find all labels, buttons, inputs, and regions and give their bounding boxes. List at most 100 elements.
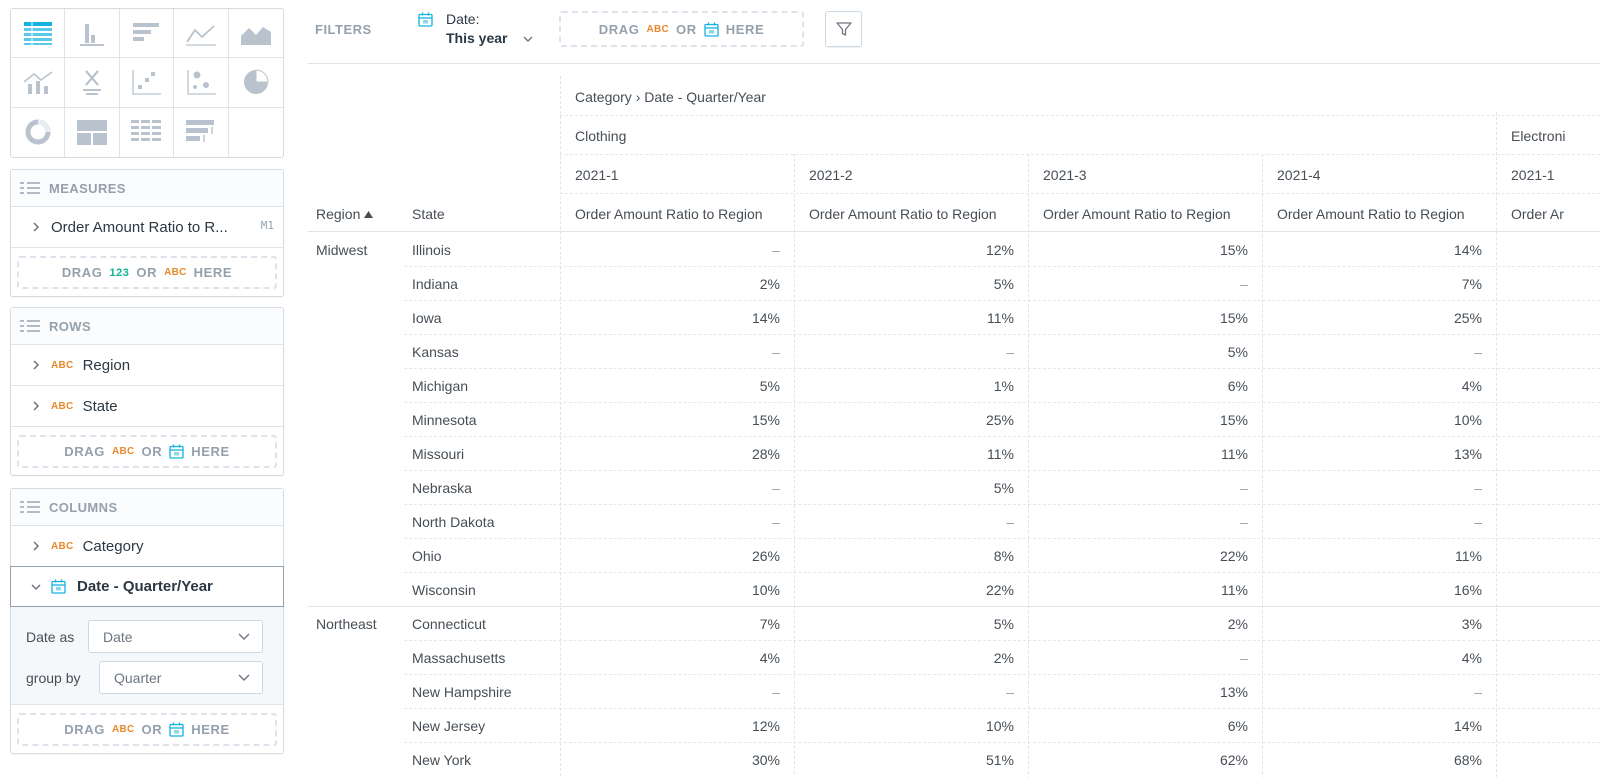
numeric-type-icon: 123 [109, 266, 130, 279]
viz-option-heatmap[interactable] [120, 107, 175, 157]
row-divider [404, 436, 1600, 437]
date-as-select[interactable]: Date [88, 620, 263, 653]
value-cell: 7% [1461, 276, 1482, 292]
drop-here-text: HERE [191, 444, 230, 459]
measure-badge: M1 [260, 219, 274, 232]
viz-option-column-chart[interactable] [65, 9, 120, 59]
group-by-select[interactable]: Quarter [99, 661, 263, 694]
viz-option-empty [229, 108, 283, 157]
drop-or-text: OR [141, 444, 163, 459]
state-cell: Missouri [412, 446, 465, 462]
drop-or-text: OR [141, 722, 163, 737]
column-item-category[interactable]: ABC Category [11, 526, 283, 567]
state-cell: Indiana [412, 276, 458, 292]
attribute-type-icon: ABC [51, 540, 74, 552]
row-divider [404, 504, 1600, 505]
value-cell: 5% [993, 480, 1014, 496]
area-chart-icon [240, 27, 271, 46]
chevron-right-icon[interactable] [31, 360, 41, 370]
measure-item[interactable]: Order Amount Ratio to R... M1 [11, 207, 283, 248]
viz-option-scatter-plot[interactable] [119, 58, 175, 108]
chevron-down-icon[interactable] [31, 582, 41, 592]
row-item-label: Region [82, 356, 131, 374]
date-filter-title: Date: [446, 11, 480, 27]
value-cell: 22% [1219, 548, 1248, 564]
region-column-header[interactable]: Region [316, 206, 374, 222]
pie-chart-icon [243, 69, 269, 95]
viz-option-bullet-chart[interactable] [174, 107, 229, 157]
value-cell: – [1006, 344, 1014, 360]
group-by-row: group by Quarter [26, 657, 268, 698]
row-divider [404, 674, 1600, 675]
value-cell: 12% [985, 242, 1014, 258]
quarter-header: 2021-1 [1511, 167, 1555, 183]
category-header: Electroni [1511, 128, 1566, 144]
column-path-header: Category › Date - Quarter/Year [575, 89, 766, 105]
value-cell: – [1474, 684, 1482, 700]
filter-options-button[interactable] [825, 11, 862, 47]
attribute-type-icon: ABC [51, 359, 74, 371]
value-cell: 25% [985, 412, 1014, 428]
viz-option-treemap[interactable] [65, 107, 120, 157]
column-divider [1496, 112, 1497, 777]
viz-option-line-chart[interactable] [174, 9, 229, 59]
row-item-region[interactable]: ABC Region [11, 345, 283, 386]
state-cell: New York [412, 752, 472, 768]
heatmap-icon [131, 120, 162, 142]
rows-drop-zone[interactable]: DRAG ABC OR HERE [17, 435, 277, 468]
row-item-label: State [82, 397, 118, 415]
value-cell: – [1240, 514, 1248, 530]
row-item-state[interactable]: ABC State [11, 386, 283, 427]
chevron-right-icon[interactable] [31, 541, 41, 551]
value-cell: 14% [1453, 718, 1482, 734]
quarter-header: 2021-4 [1277, 167, 1321, 183]
drop-drag-text: DRAG [598, 21, 640, 37]
headline-icon [83, 70, 102, 96]
calendar-icon [169, 722, 184, 737]
columns-drop-zone[interactable]: DRAG ABC OR HERE [17, 713, 277, 746]
value-cell: 30% [751, 752, 780, 768]
date-filter-value: This year [446, 30, 508, 46]
category-header: Clothing [575, 128, 627, 144]
measure-header: Order Amount Ratio to Region [1043, 206, 1231, 222]
header-bottom-border [308, 231, 1600, 232]
attribute-type-icon: ABC [164, 267, 187, 278]
chevron-right-icon[interactable] [31, 222, 41, 232]
state-column-header[interactable]: State [412, 206, 445, 222]
value-cell: 2% [1227, 616, 1248, 632]
bar-chart-icon [133, 23, 160, 42]
measure-header: Order Amount Ratio to Region [575, 206, 763, 222]
viz-option-table-chart[interactable] [11, 9, 66, 59]
viz-option-headline[interactable] [65, 58, 120, 108]
viz-option-donut-chart[interactable] [11, 107, 66, 157]
viz-option-pie-chart[interactable] [228, 58, 283, 108]
viz-option-bar-chart[interactable] [119, 9, 175, 59]
value-cell: – [772, 684, 780, 700]
chevron-right-icon[interactable] [31, 401, 41, 411]
value-cell: 13% [1219, 684, 1248, 700]
sort-ascending-icon[interactable] [364, 211, 374, 218]
measures-drop-zone[interactable]: DRAG 123 OR ABC HERE [17, 256, 277, 289]
value-cell: – [772, 242, 780, 258]
value-cell: 15% [1219, 310, 1248, 326]
measure-header: Order Ar [1511, 206, 1564, 222]
chevron-down-icon [238, 633, 250, 640]
filters-label: FILTERS [315, 22, 372, 37]
viz-option-bubble-chart[interactable] [174, 58, 229, 108]
value-cell: 11% [1221, 446, 1248, 462]
value-cell: 10% [1453, 412, 1482, 428]
value-cell: 12% [751, 718, 780, 734]
column-item-date[interactable]: Date - Quarter/Year [10, 566, 284, 607]
value-cell: 11% [1455, 548, 1482, 564]
date-as-label: Date as [26, 628, 75, 645]
filter-drop-zone[interactable]: DRAG ABC OR HERE [559, 11, 804, 47]
visualization-type-picker [10, 8, 284, 158]
viz-option-combo-chart[interactable] [11, 58, 66, 108]
value-cell: – [1006, 684, 1014, 700]
header-divider [560, 193, 1600, 194]
columns-header: COLUMNS [11, 489, 283, 526]
value-cell: 2% [993, 650, 1014, 666]
viz-option-area-chart[interactable] [228, 9, 283, 59]
value-cell: 10% [985, 718, 1014, 734]
measures-header: MEASURES [11, 170, 283, 207]
